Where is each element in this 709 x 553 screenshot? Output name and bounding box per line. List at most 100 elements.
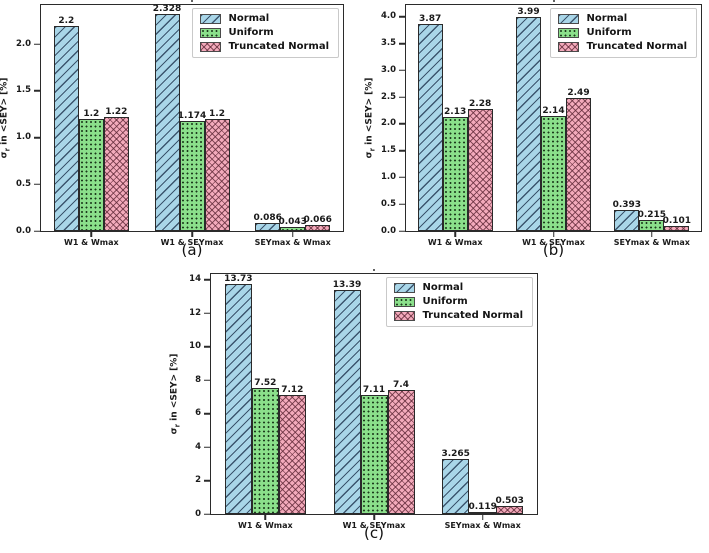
chart-a: σr in <SEY> [%] 2.2 1.2 1.22 2.328 1.174 1.2 0…	[0, 0, 344, 258]
y-tick-label: 2.0	[15, 38, 31, 49]
x-tick-label: SEYmax & Wmax	[613, 238, 690, 247]
bar-value-label: 3.87	[419, 13, 442, 24]
legend-entry: Uniform	[558, 28, 687, 38]
bar-value-label: 2.328	[152, 3, 182, 14]
bar-value-label: 0.393	[612, 199, 642, 210]
bar-group: 2.2 1.2 1.22	[41, 5, 142, 231]
bar-value-label: 7.11	[362, 385, 386, 396]
bar-uniform: 2.13	[442, 107, 468, 231]
y-tick-mark	[204, 479, 210, 482]
y-tick-label: 2.5	[380, 91, 396, 102]
legend-swatch-normal	[558, 14, 580, 24]
bar-truncated: 0.503	[495, 496, 524, 514]
y-tick-mark	[399, 176, 405, 179]
subplot-caption: (a)	[181, 241, 203, 259]
legend-entry: Truncated Normal	[558, 42, 687, 52]
y-tick-label: 1.5	[15, 85, 31, 96]
x-tick-label: W1 & Wmax	[238, 521, 293, 530]
x-tick-label: SEYmax & Wmax	[444, 521, 521, 530]
bar-value-label: 13.39	[332, 280, 362, 291]
y-tick-label: 12	[189, 307, 201, 318]
legend-entry: Truncated Normal	[394, 311, 523, 321]
bar-groups: 13.73 7.52 7.12 13.39 7.11 7.4 3.265 0.119 0.503	[211, 274, 537, 514]
bar-group: 13.73 7.52 7.12	[211, 274, 320, 514]
y-tick-mark	[34, 43, 40, 45]
y-tick-label: 0.0	[15, 225, 31, 236]
bar-value-label: 7.4	[393, 380, 409, 391]
y-tick-mark	[204, 346, 210, 348]
bar-normal: 0.393	[613, 200, 641, 231]
bar-normal: 13.73	[224, 275, 253, 514]
bar-value-label: 2.28	[469, 98, 492, 109]
x-tick-mark	[373, 515, 375, 520]
y-tick-mark	[204, 312, 210, 315]
bar-normal: 3.265	[441, 450, 470, 514]
legend-swatch-uniform	[558, 28, 580, 38]
bar-uniform: 7.11	[360, 386, 388, 514]
bar-uniform: 1.2	[78, 109, 104, 231]
y-tick-label: 3.5	[380, 37, 396, 48]
y-axis-label: σr in <SEY> [%]	[0, 77, 12, 159]
legend: Normal Uniform Truncated Normal	[386, 277, 533, 327]
legend-entry: Truncated Normal	[200, 42, 329, 52]
y-tick-label: 4	[195, 441, 201, 452]
legend-swatch-uniform	[394, 297, 416, 307]
bar-normal: 0.086	[253, 213, 282, 231]
bar-value-label: 13.73	[224, 274, 253, 285]
bar-uniform: 7.52	[251, 379, 279, 514]
x-tick-mark	[191, 232, 193, 237]
bar-value-label: 0.066	[303, 214, 332, 225]
bar-groups: 3.87 2.13 2.28 3.99 2.14 2.49 0.393 0.215 0.101	[406, 5, 701, 231]
bar-value-label: 2.2	[58, 15, 75, 26]
y-tick-label: 2	[195, 474, 201, 485]
y-tick-mark	[204, 379, 210, 381]
bar-group: 3.99 2.14 2.49	[504, 5, 602, 231]
bar-value-label: 1.2	[209, 108, 225, 119]
bar-group: 13.39 7.11 7.4	[320, 274, 429, 514]
bar-normal: 2.328	[153, 4, 181, 231]
bar-value-label: 3.265	[441, 449, 470, 460]
legend-swatch-truncated	[394, 311, 416, 321]
legend-entry: Uniform	[200, 28, 329, 38]
y-tick-mark	[204, 446, 210, 448]
bar-group: 2.328 1.174 1.2	[142, 4, 243, 231]
legend-label: Truncated Normal	[422, 310, 523, 321]
legend: Normal Uniform Truncated Normal	[192, 8, 339, 58]
legend-swatch-normal	[200, 14, 222, 24]
y-tick-mark	[204, 513, 210, 515]
y-tick-mark	[204, 279, 210, 281]
x-tick-mark	[90, 232, 93, 237]
legend-swatch-truncated	[200, 42, 222, 52]
bar-group: 0.393 0.215 0.101	[603, 5, 701, 231]
legend-swatch-truncated	[558, 42, 580, 52]
bar-value-label: 0.503	[495, 495, 524, 506]
y-tick-mark	[399, 96, 405, 98]
legend-swatch-uniform	[200, 28, 222, 38]
legend-entry: Normal	[394, 283, 523, 293]
legend-label: Normal	[228, 13, 270, 24]
legend: Normal Uniform Truncated Normal	[550, 8, 697, 58]
y-tick-label: 8	[195, 374, 201, 385]
bar-normal: 13.39	[333, 281, 361, 514]
bar-value-label: 1.2	[83, 108, 100, 119]
plot-area: 3.87 2.13 2.28 3.99 2.14 2.49 0.393 0.215 0.101 …	[381, 0, 702, 247]
title-dot	[373, 269, 375, 271]
legend-label: Uniform	[422, 296, 468, 307]
bar-value-label: 1.22	[105, 107, 128, 118]
x-tick-mark	[454, 232, 456, 237]
y-tick-label: 0.5	[15, 178, 31, 189]
chart-c: σr in <SEY> [%] 13.73 7.52 7.12 13.39 7.11 7.…	[170, 269, 538, 541]
x-tick-label: W1 & Wmax	[64, 238, 119, 247]
y-axis-label: σr in <SEY> [%]	[169, 353, 182, 435]
y-tick-label: 1.5	[380, 144, 396, 155]
legend-label: Uniform	[228, 27, 274, 38]
y-axis-label: σr in <SEY> [%]	[364, 77, 377, 159]
bar-value-label: 3.99	[517, 7, 540, 18]
bar-group: 3.87 2.13 2.28	[406, 5, 504, 231]
bar-truncated: 1.22	[103, 108, 129, 231]
bar-uniform: 0.119	[468, 503, 497, 514]
y-tick-mark	[399, 16, 405, 18]
y-tick-mark	[34, 90, 40, 92]
y-tick-label: 14	[189, 274, 201, 285]
